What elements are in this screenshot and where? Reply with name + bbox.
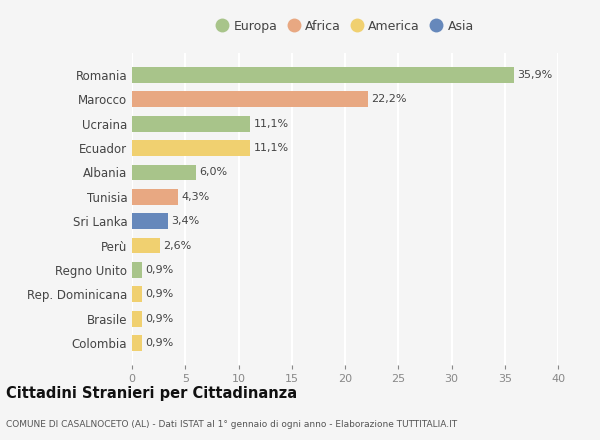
Text: 3,4%: 3,4% [172,216,200,226]
Text: 2,6%: 2,6% [163,241,191,250]
Bar [132,165,196,180]
Text: 35,9%: 35,9% [518,70,553,80]
Bar [132,286,142,302]
Text: 11,1%: 11,1% [253,119,289,128]
Text: 6,0%: 6,0% [199,168,227,177]
Bar [132,92,368,107]
Bar [132,213,168,229]
Bar [132,189,178,205]
Text: 22,2%: 22,2% [371,94,407,104]
Bar [132,67,514,83]
Text: 4,3%: 4,3% [181,192,209,202]
Text: COMUNE DI CASALNOCETO (AL) - Dati ISTAT al 1° gennaio di ogni anno - Elaborazion: COMUNE DI CASALNOCETO (AL) - Dati ISTAT … [6,420,457,429]
Bar [132,238,160,253]
Legend: Europa, Africa, America, Asia: Europa, Africa, America, Asia [211,15,479,38]
Text: 0,9%: 0,9% [145,290,173,299]
Text: Cittadini Stranieri per Cittadinanza: Cittadini Stranieri per Cittadinanza [6,386,297,401]
Text: 0,9%: 0,9% [145,338,173,348]
Bar [132,140,250,156]
Bar [132,335,142,351]
Bar [132,116,250,132]
Bar [132,311,142,326]
Text: 11,1%: 11,1% [253,143,289,153]
Text: 0,9%: 0,9% [145,265,173,275]
Text: 0,9%: 0,9% [145,314,173,324]
Bar [132,262,142,278]
